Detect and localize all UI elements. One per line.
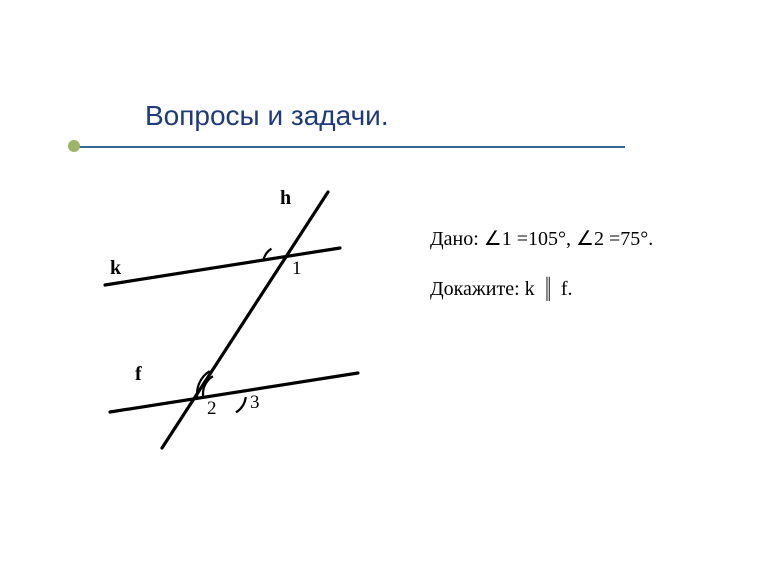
angle-icon: ∠ <box>576 228 594 250</box>
given-line: Дано: ∠1 =105°, ∠2 =75°. <box>430 225 653 253</box>
angle1-label: 1 <box>502 228 512 250</box>
angle1-value: =105°, <box>512 228 576 250</box>
svg-text:f: f <box>135 363 142 385</box>
svg-text:2: 2 <box>207 398 217 419</box>
prove-suffix: f. <box>556 278 573 300</box>
prove-line: Докажите: k ║ f. <box>430 275 653 303</box>
slide-title: Вопросы и задачи. <box>145 100 389 132</box>
svg-text:k: k <box>110 257 122 279</box>
angle-icon: ∠ <box>484 228 502 250</box>
svg-text:h: h <box>280 187 291 209</box>
svg-text:3: 3 <box>250 392 260 413</box>
angle2-value: =75°. <box>604 228 653 250</box>
problem-text: Дано: ∠1 =105°, ∠2 =75°. Докажите: k ║ f… <box>430 225 653 303</box>
svg-text:1: 1 <box>292 258 302 279</box>
title-bullet <box>68 140 80 152</box>
given-prefix: Дано: <box>430 228 484 250</box>
angle2-label: 2 <box>594 228 604 250</box>
geometry-diagram: h k f 1 2 3 <box>90 180 400 460</box>
parallel-icon: ║ <box>543 275 552 303</box>
prove-prefix: Докажите: k <box>430 278 540 300</box>
title-rule <box>75 146 625 148</box>
